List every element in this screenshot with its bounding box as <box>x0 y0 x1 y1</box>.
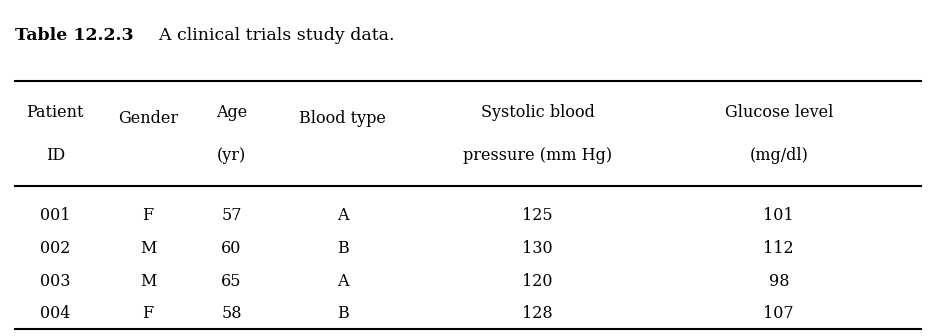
Text: 125: 125 <box>522 207 553 224</box>
Text: B: B <box>337 240 348 257</box>
Text: A clinical trials study data.: A clinical trials study data. <box>148 27 394 44</box>
Text: B: B <box>337 305 348 322</box>
Text: A: A <box>337 207 348 224</box>
Text: 60: 60 <box>221 240 241 257</box>
Text: 002: 002 <box>40 240 70 257</box>
Text: F: F <box>142 305 154 322</box>
Text: (yr): (yr) <box>217 147 246 164</box>
Text: Table 12.2.3: Table 12.2.3 <box>15 27 134 44</box>
Text: M: M <box>139 272 156 290</box>
Text: 101: 101 <box>764 207 794 224</box>
Text: pressure (mm Hg): pressure (mm Hg) <box>463 147 612 164</box>
Text: F: F <box>142 207 154 224</box>
Text: Patient: Patient <box>26 104 84 121</box>
Text: 130: 130 <box>522 240 553 257</box>
Text: Age: Age <box>216 104 247 121</box>
Text: 004: 004 <box>40 305 70 322</box>
Text: 58: 58 <box>221 305 241 322</box>
Text: 128: 128 <box>522 305 553 322</box>
Text: 120: 120 <box>522 272 553 290</box>
Text: M: M <box>139 240 156 257</box>
Text: 107: 107 <box>764 305 794 322</box>
Text: Glucose level: Glucose level <box>724 104 833 121</box>
Text: 98: 98 <box>768 272 789 290</box>
Text: 001: 001 <box>40 207 70 224</box>
Text: Systolic blood: Systolic blood <box>481 104 594 121</box>
Text: ID: ID <box>46 147 65 164</box>
Text: A: A <box>337 272 348 290</box>
Text: 112: 112 <box>764 240 794 257</box>
Text: Gender: Gender <box>118 110 178 127</box>
Text: (mg/dl): (mg/dl) <box>750 147 808 164</box>
Text: 65: 65 <box>221 272 241 290</box>
Text: Blood type: Blood type <box>300 110 387 127</box>
Text: 57: 57 <box>221 207 241 224</box>
Text: 003: 003 <box>40 272 70 290</box>
